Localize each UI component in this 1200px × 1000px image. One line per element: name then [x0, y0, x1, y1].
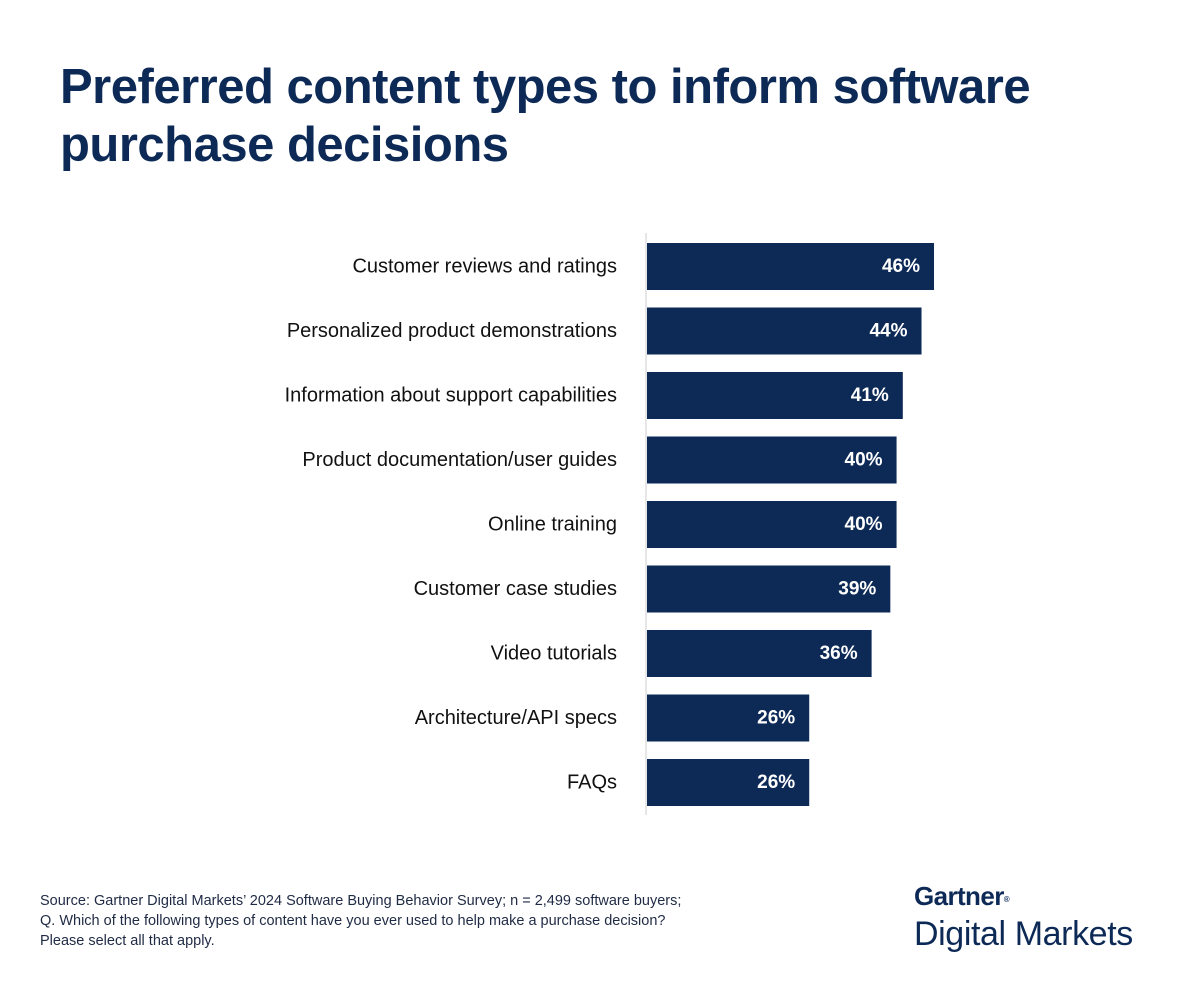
bar-chart: Customer reviews and ratings 46% Personali… — [285, 233, 934, 815]
bar — [647, 630, 872, 677]
bar-value-label: 26% — [757, 708, 795, 729]
bar — [647, 501, 897, 548]
bar — [647, 759, 810, 806]
category-label: Product documentation/user guides — [302, 449, 617, 471]
logo-brand-text: Gartner — [914, 881, 1004, 911]
bar-value-label: 44% — [869, 321, 907, 342]
bar — [647, 565, 891, 613]
bar — [647, 436, 897, 484]
category-label: Architecture/API specs — [415, 707, 617, 729]
bar-value-label: 36% — [820, 643, 858, 664]
source-line-1: Source: Gartner Digital Markets’ 2024 So… — [40, 893, 682, 909]
category-label: FAQs — [567, 772, 617, 794]
category-label: Video tutorials — [491, 643, 617, 665]
logo-subtitle: Digital Markets — [914, 915, 1133, 953]
bar-value-label: 41% — [851, 385, 889, 406]
bar-value-label: 40% — [845, 514, 883, 535]
category-label: Customer case studies — [414, 578, 617, 600]
logo-brand: Gartner® — [914, 880, 1133, 912]
bar — [647, 243, 934, 290]
bar — [647, 307, 922, 355]
category-label: Personalized product demonstrations — [287, 320, 617, 342]
bar-value-label: 46% — [882, 256, 920, 277]
bar — [647, 372, 903, 419]
logo-registered-mark: ® — [1003, 895, 1010, 904]
bar-value-label: 40% — [845, 450, 883, 471]
bar-value-label: 39% — [838, 579, 876, 600]
source-note: Source: Gartner Digital Markets’ 2024 So… — [40, 891, 860, 951]
category-label: Customer reviews and ratings — [352, 256, 617, 278]
source-line-2: Q. Which of the following types of conte… — [40, 913, 666, 929]
gartner-logo: Gartner® Digital Markets — [914, 880, 1133, 954]
bars-group: Customer reviews and ratings 46% Personali… — [285, 243, 934, 806]
category-label: Online training — [488, 514, 617, 536]
category-label: Information about support capabilities — [285, 385, 617, 407]
bar-value-label: 26% — [757, 772, 795, 793]
source-line-3: Please select all that apply. — [40, 933, 215, 949]
chart-title: Preferred content types to inform softwa… — [60, 60, 1031, 172]
bar — [647, 694, 810, 742]
